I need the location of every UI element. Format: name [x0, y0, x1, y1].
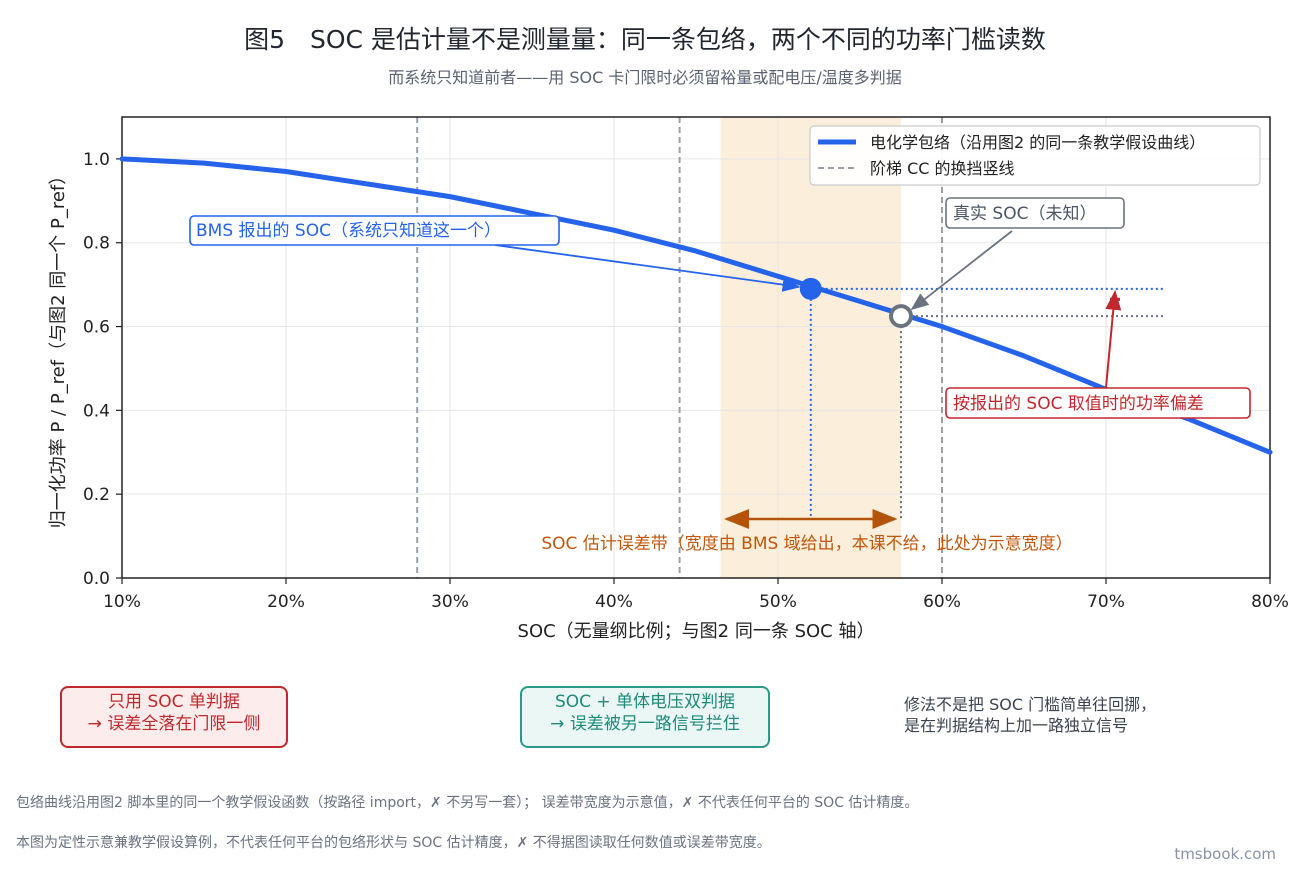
x-tick-label: 60% [923, 592, 961, 612]
x-tick-label: 70% [1087, 592, 1125, 612]
y-tick-label: 0.4 [83, 401, 110, 421]
reported-label-box [189, 215, 560, 246]
fix-note: 修法不是把 SOC 门槛简单往回挪， 是在判据结构上加一路独立信号 [904, 694, 1156, 736]
true-label: 真实 SOC（未知） [953, 204, 1096, 224]
true-label-box [945, 197, 1125, 229]
x-tick-label: 30% [431, 592, 469, 612]
x-tick-label: 40% [595, 592, 633, 612]
error-band-label: SOC 估计误差带（宽度由 BMS 域给出，本课不给，此处为示意宽度） [541, 534, 1072, 554]
single-criterion-callout: 只用 SOC 单判据 → 误差全落在门限一侧 [60, 686, 288, 748]
power-bias-label-box [945, 387, 1251, 419]
y-tick-label: 0.0 [83, 569, 110, 589]
legend-box [809, 125, 1261, 186]
reported-soc-point [799, 277, 822, 300]
error-band [720, 117, 901, 578]
y-tick-label: 0.6 [83, 318, 110, 338]
x-tick-label: 10% [103, 592, 141, 612]
single-criterion-line-2: → 误差全落在门限一侧 [87, 714, 261, 734]
power-bias-arrow [1105, 289, 1122, 388]
footnote-2: 本图为定性示意兼教学假设算例，不代表任何平台的包络形状与 SOC 估计精度，✗ … [16, 835, 771, 851]
fix-note-line-1: 修法不是把 SOC 门槛简单往回挪， [904, 695, 1157, 714]
y-tick-label: 0.8 [83, 234, 110, 254]
dual-criterion-callout: SOC + 单体电压双判据 → 误差被另一路信号拦住 [520, 686, 770, 748]
true-label-arrow [910, 230, 1013, 311]
y-tick-label: 0.2 [83, 485, 110, 505]
y-tick-label: 1.0 [83, 150, 110, 170]
reported-label-arrow [494, 244, 801, 292]
chart-title: 图5 SOC 是估计量不是测量量：同一条包络，两个不同的功率门槛读数 [244, 25, 1046, 54]
legend-label-step: 阶梯 CC 的换挡竖线 [870, 159, 1015, 178]
reported-label: BMS 报出的 SOC（系统只知道这一个） [196, 221, 501, 241]
y-axis-label: 归一化功率 P / P_ref（与图2 同一个 P_ref） [48, 167, 69, 529]
power-bias-label: 按报出的 SOC 取值时的功率偏差 [953, 394, 1204, 414]
legend-label-envelope: 电化学包络（沿用图2 的同一条教学假设曲线） [870, 133, 1205, 152]
single-criterion-line-1: 只用 SOC 单判据 [108, 692, 240, 712]
brand-watermark: tmsbook.com [1174, 845, 1276, 863]
chart-svg: 10% 20% 30% 40% 50% 60% 70% 80% 0.0 0.2 0.4 0.6 0.8 1… [48, 116, 1289, 642]
x-axis-label: SOC（无量纲比例；与图2 同一条 SOC 轴） [518, 621, 875, 642]
footnote-1: 包络曲线沿用图2 脚本里的同一个教学假设函数（按路径 import，✗ 不另写一… [16, 795, 919, 811]
dual-criterion-line-1: SOC + 单体电压双判据 [554, 692, 736, 712]
chart-subtitle: 而系统只知道前者——用 SOC 卡门限时必须留裕量或配电压/温度多判据 [388, 68, 902, 87]
x-tick-label: 50% [759, 592, 797, 612]
envelope-curve [119, 156, 1273, 455]
true-soc-point [889, 304, 913, 329]
fix-note-line-2: 是在判据结构上加一路独立信号 [904, 716, 1129, 735]
x-tick-label: 20% [267, 592, 305, 612]
plot-frame [121, 116, 1271, 579]
x-tick-label: 80% [1251, 592, 1289, 612]
dual-criterion-line-2: → 误差被另一路信号拦住 [550, 714, 740, 734]
